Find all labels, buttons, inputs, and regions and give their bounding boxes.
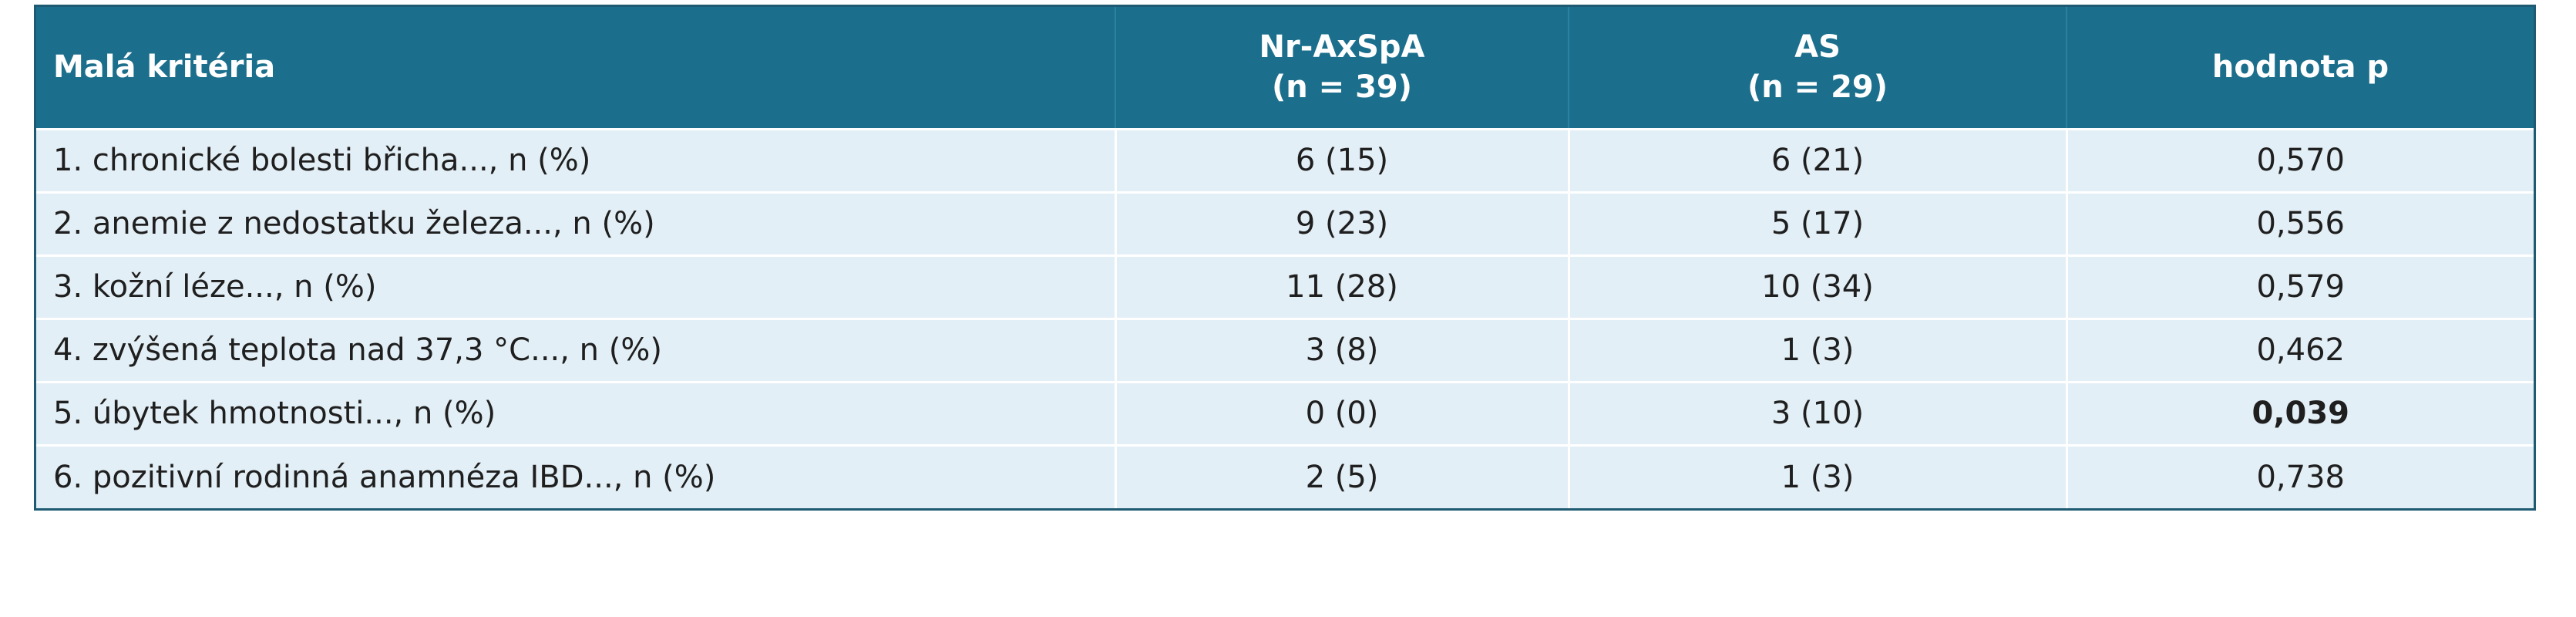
cell-as: 6 (21) — [1569, 127, 2068, 192]
cell-p-value: 0,556 — [2067, 190, 2534, 255]
cell-p-value: 0,579 — [2067, 254, 2534, 319]
header-nraxspa: Nr-AxSpA (n = 39) — [1115, 7, 1569, 129]
header-p-value-label: hodnota p — [2211, 49, 2389, 86]
table-row: 1. chronické bolesti břicha..., n (%) 6 (… — [36, 127, 2534, 192]
header-as: AS (n = 29) — [1569, 7, 2067, 129]
table-row: 3. kožní léze..., n (%) 11 (28) 10 (34) 0,5… — [36, 254, 2534, 319]
header-as-count: (n = 29) — [1747, 69, 1888, 106]
cell-as: 3 (10) — [1569, 380, 2068, 445]
cell-p-value: 0,738 — [2067, 443, 2534, 508]
cell-nraxspa: 2 (5) — [1115, 443, 1570, 508]
cell-nraxspa: 11 (28) — [1115, 254, 1570, 319]
cell-criterion: 6. pozitivní rodinná anamnéza IBD..., n … — [36, 443, 1117, 508]
cell-p-value: 0,570 — [2067, 127, 2534, 192]
table-row: 6. pozitivní rodinná anamnéza IBD..., n … — [36, 443, 2534, 508]
header-nraxspa-count: (n = 39) — [1271, 69, 1413, 106]
criteria-table-container: Malá kritéria Nr-AxSpA (n = 39) AS (n = … — [34, 5, 2536, 511]
cell-criterion: 4. zvýšená teplota nad 37,3 °C..., n (%) — [36, 317, 1117, 382]
header-p-value: hodnota p — [2067, 7, 2534, 129]
cell-criterion: 2. anemie z nedostatku železa..., n (%) — [36, 190, 1117, 255]
cell-criterion: 5. úbytek hmotnosti..., n (%) — [36, 380, 1117, 445]
minor-criteria-table: Malá kritéria Nr-AxSpA (n = 39) AS (n = … — [36, 7, 2534, 508]
cell-nraxspa: 3 (8) — [1115, 317, 1570, 382]
cell-criterion: 3. kožní léze..., n (%) — [36, 254, 1117, 319]
cell-as: 1 (3) — [1569, 443, 2068, 508]
header-nraxspa-name: Nr-AxSpA — [1259, 29, 1425, 66]
table-header: Malá kritéria Nr-AxSpA (n = 39) AS (n = … — [36, 7, 2534, 129]
cell-as: 10 (34) — [1569, 254, 2068, 319]
header-criteria: Malá kritéria — [36, 7, 1116, 129]
table-row: 5. úbytek hmotnosti..., n (%) 0 (0) 3 (10)… — [36, 380, 2534, 445]
header-row: Malá kritéria Nr-AxSpA (n = 39) AS (n = … — [36, 7, 2534, 129]
cell-p-value: 0,462 — [2067, 317, 2534, 382]
table-row: 4. zvýšená teplota nad 37,3 °C..., n (%)… — [36, 317, 2534, 382]
cell-as: 1 (3) — [1569, 317, 2068, 382]
table-body: 1. chronické bolesti břicha..., n (%) 6 (… — [36, 127, 2534, 508]
table-row: 2. anemie z nedostatku železa..., n (%) 9… — [36, 190, 2534, 255]
cell-nraxspa: 6 (15) — [1115, 127, 1570, 192]
cell-as: 5 (17) — [1569, 190, 2068, 255]
cell-criterion: 1. chronické bolesti břicha..., n (%) — [36, 127, 1117, 192]
cell-nraxspa: 0 (0) — [1115, 380, 1570, 445]
header-criteria-label: Malá kritéria — [53, 49, 276, 86]
cell-p-value: 0,039 — [2067, 380, 2534, 445]
header-as-name: AS — [1794, 29, 1841, 66]
cell-nraxspa: 9 (23) — [1115, 190, 1570, 255]
